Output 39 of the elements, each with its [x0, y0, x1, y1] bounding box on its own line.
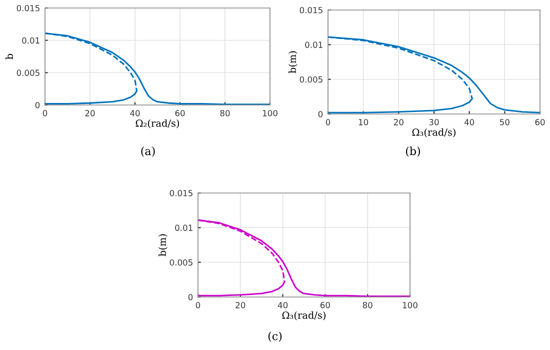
- y-tick-label: 0.005: [170, 259, 192, 266]
- x-tick-label: 100: [262, 110, 278, 116]
- x-axis-title: Ω₃(rad/s): [282, 311, 326, 320]
- y-tick-label: 0: [35, 102, 40, 108]
- y-tick-label: 0: [188, 294, 193, 300]
- x-tick-label: 0: [42, 110, 48, 116]
- x-tick-label: 80: [362, 302, 372, 308]
- x-tick-label: 50: [500, 119, 510, 126]
- x-tick-label: 60: [535, 119, 545, 126]
- x-tick-label: 10: [358, 119, 368, 126]
- x-tick-label: 60: [175, 110, 185, 116]
- y-axis-title: b(m): [158, 234, 168, 256]
- x-tick-label: 40: [464, 119, 474, 126]
- y-tick-label: 0.01: [175, 224, 192, 231]
- text: (b): [406, 146, 420, 157]
- x-tick-label: 20: [394, 119, 404, 126]
- text: (a): [141, 146, 155, 157]
- x-tick-label: 40: [130, 110, 140, 116]
- x-tick-label: 40: [278, 302, 288, 308]
- y-tick-label: 0.015: [170, 190, 192, 196]
- y-tick-label: 0.005: [16, 70, 40, 76]
- y-tick-label: 0.01: [22, 37, 40, 44]
- x-tick-label: 80: [220, 110, 230, 116]
- x-tick-label: 30: [429, 119, 439, 126]
- x-tick-label: 100: [402, 302, 418, 308]
- x-tick-label: 60: [320, 302, 330, 308]
- x-axis-title: Ω₃(rad/s): [412, 128, 456, 138]
- x-tick-label: 20: [236, 302, 246, 308]
- x-tick-label: 0: [196, 302, 200, 308]
- text: (c): [268, 332, 282, 342]
- y-tick-label: 0.01: [305, 42, 322, 48]
- x-tick-label: 20: [85, 110, 95, 116]
- y-tick-label: 0.015: [300, 6, 322, 14]
- x-axis-title: Ω₂(rad/s): [136, 119, 179, 128]
- y-axis-title: b: [5, 54, 14, 60]
- y-tick-label: 0.015: [16, 4, 40, 12]
- x-tick-label: 0: [326, 119, 330, 126]
- y-tick-label: 0.005: [300, 76, 322, 83]
- y-axis-title: b(m): [288, 51, 298, 74]
